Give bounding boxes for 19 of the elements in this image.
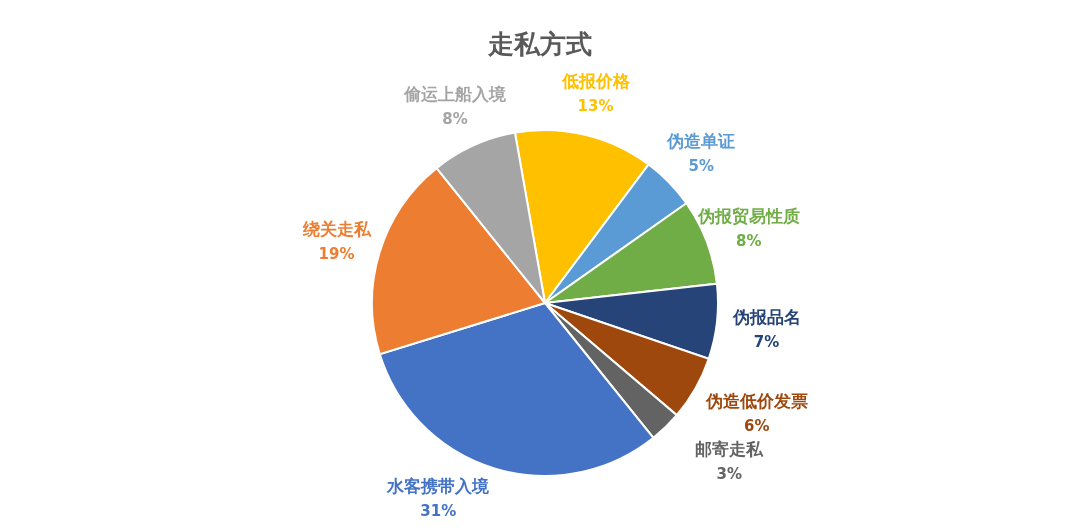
slice-label: 邮寄走私 bbox=[695, 439, 765, 460]
chart-title: 走私方式 bbox=[487, 29, 592, 59]
data-label: 7% bbox=[753, 332, 780, 351]
data-label: 6% bbox=[744, 416, 770, 435]
slice-label: 水客携带入境 bbox=[386, 476, 490, 496]
data-label: 3% bbox=[716, 465, 742, 484]
slice-label: 伪造单证 bbox=[666, 131, 736, 152]
data-label: 13% bbox=[577, 96, 614, 115]
data-label: 5% bbox=[688, 157, 715, 176]
slice-label: 低报价格 bbox=[560, 70, 631, 91]
data-label: 19% bbox=[318, 245, 355, 264]
data-label: 31% bbox=[420, 502, 457, 520]
slice-label: 偷运上船入境 bbox=[402, 84, 506, 105]
slice-label: 伪报品名 bbox=[731, 306, 801, 327]
slice-label: 伪造低价发票 bbox=[704, 390, 808, 411]
slice-label: 绕关走私 bbox=[301, 219, 372, 240]
slice-label: 伪报贸易性质 bbox=[696, 205, 800, 226]
data-label: 8% bbox=[442, 110, 468, 129]
data-label: 8% bbox=[736, 231, 762, 250]
